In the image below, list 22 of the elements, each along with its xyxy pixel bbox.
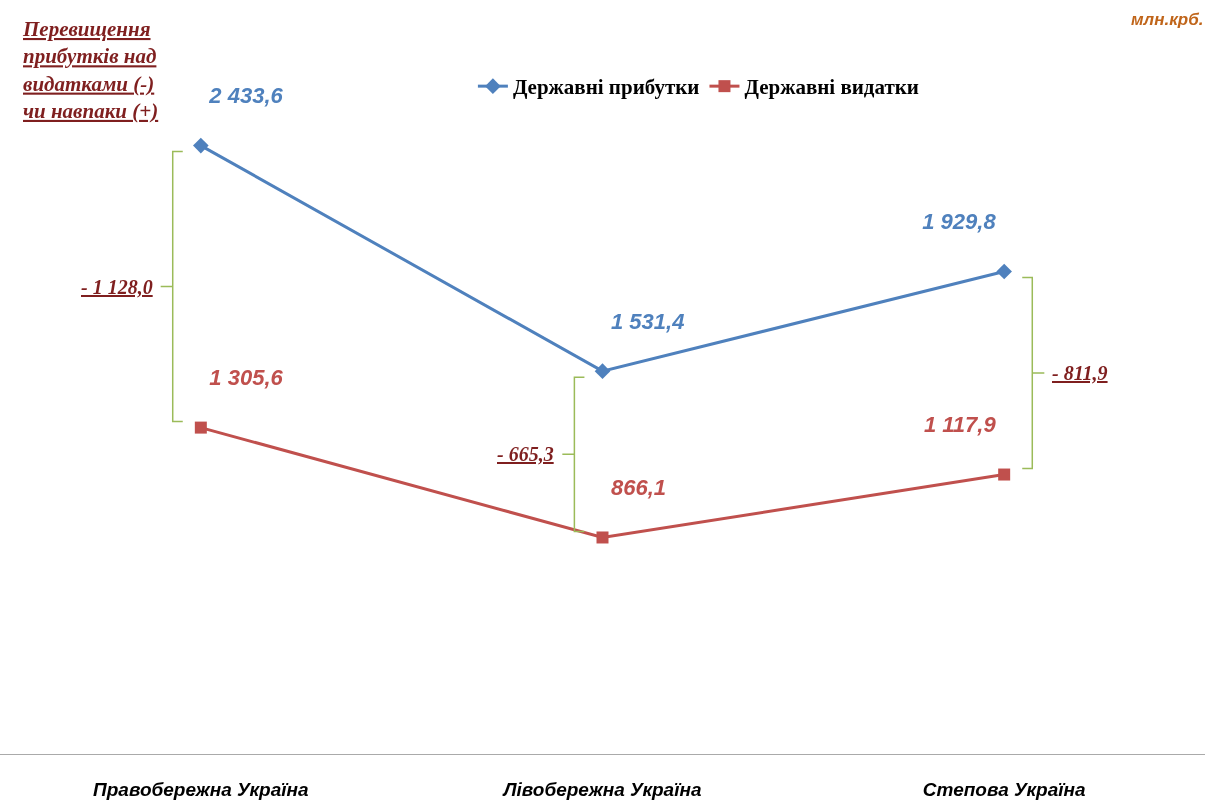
data-label: 1 531,4 [611,308,685,334]
point [596,531,609,544]
legend-label: Державні видатки [744,75,919,100]
x-tick-label: Правобережна Україна [93,778,310,800]
annotation: Перевищення прибутків над видатками (-) чи навпаки (+) [22,17,159,123]
annotation: - 665,3 [497,443,554,465]
point [193,137,209,154]
point [996,263,1012,280]
point [998,468,1011,481]
point [594,363,611,379]
data-label: 866,1 [611,474,667,500]
data-label: 1 305,6 [209,365,284,390]
x-tick-label: Степова Україна [922,778,1086,800]
annotation: - 811,9 [1052,362,1108,384]
x-tick-label: Лівобережна Україна [501,778,702,800]
legend-label: Державні прибутки [512,75,700,100]
data-label: 2 433,6 [208,83,284,108]
data-label: 1 117,9 [923,411,997,437]
data-label: 1 929,8 [922,208,997,234]
annotation: - 1 128,0 [81,276,153,298]
annotation: млн.крб. [1131,10,1204,29]
point [194,421,207,434]
